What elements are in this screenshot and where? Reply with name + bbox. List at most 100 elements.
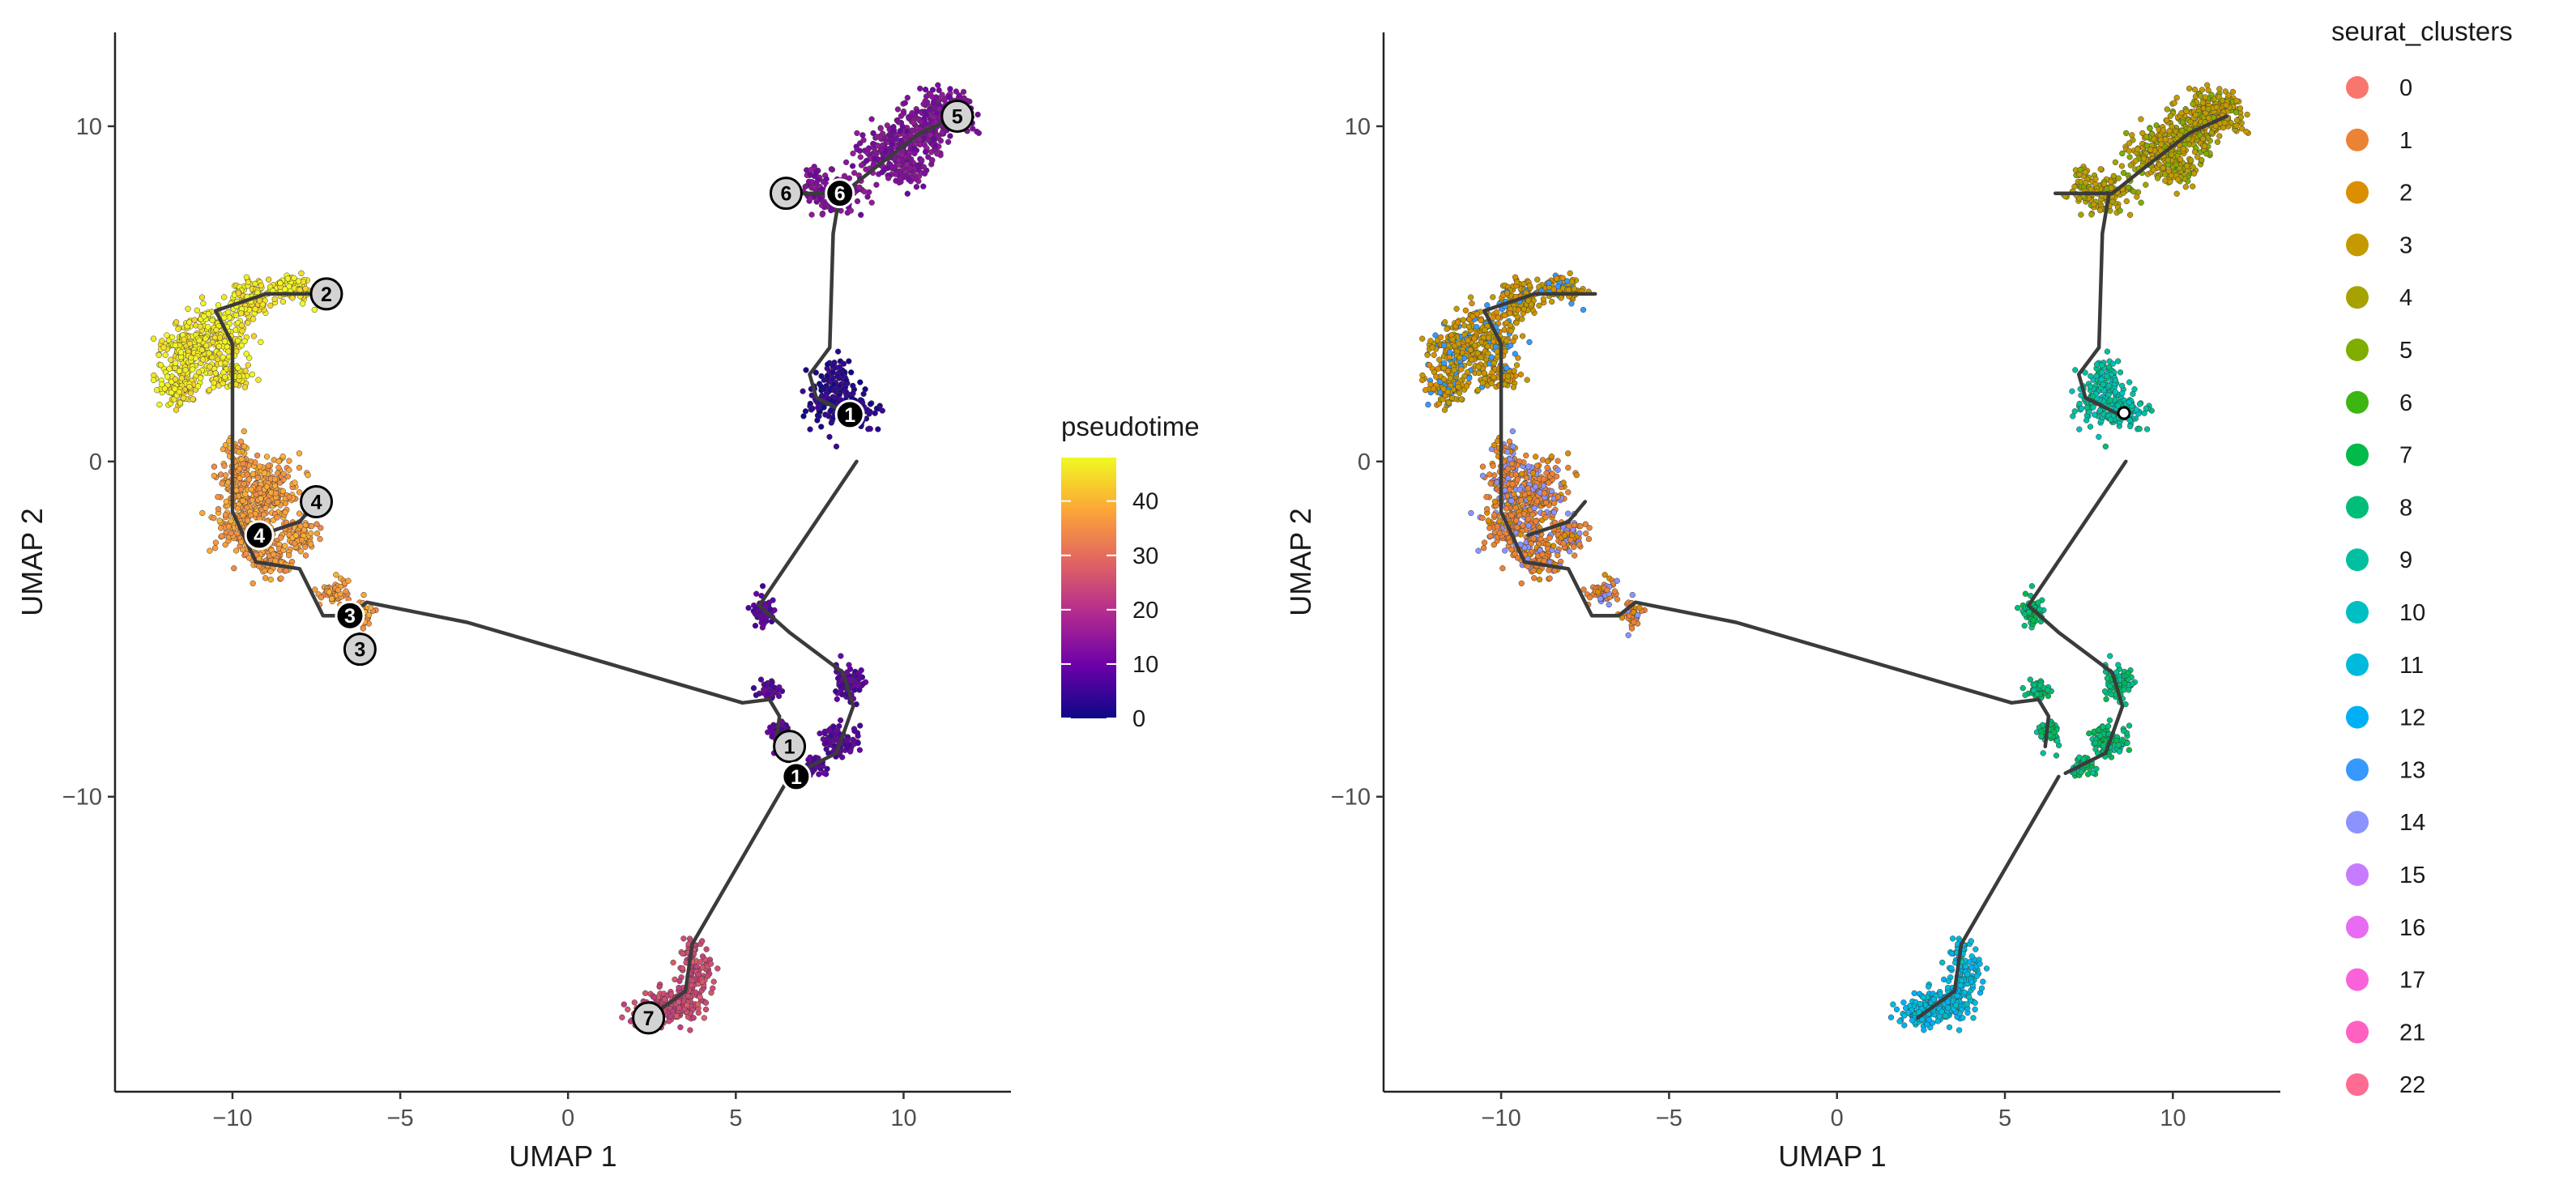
data-point [263,483,271,490]
data-point [272,490,279,496]
data-point [842,389,850,395]
data-point [2191,86,2199,93]
data-point [235,338,241,344]
data-point [930,135,937,143]
data-point [831,381,838,388]
data-point [2134,146,2141,153]
data-point [2096,207,2104,214]
data-point [236,449,242,455]
data-point [685,992,692,999]
data-point [852,680,859,687]
data-point [207,364,213,370]
data-point [203,343,210,349]
data-point [2160,164,2166,172]
data-point [2237,105,2244,112]
data-point [286,466,292,473]
data-point [809,405,816,412]
data-point [642,990,649,997]
data-point [1429,344,1435,351]
data-point [759,583,766,590]
data-point [868,116,875,122]
data-point [2090,393,2096,400]
data-point [953,88,959,95]
data-point [2076,195,2083,202]
data-point [190,396,196,403]
data-point [2130,188,2137,195]
data-point [867,425,873,432]
data-point [847,207,855,214]
data-point [669,1008,676,1015]
data-point [2182,184,2189,190]
data-point [800,388,806,394]
data-point [278,535,284,541]
data-point [836,722,842,730]
data-point [240,497,246,505]
point-cloud [1419,82,2251,1033]
data-point [177,349,185,356]
data-point [2072,367,2079,373]
data-point [2078,405,2085,412]
data-point [257,463,263,470]
data-point [168,334,176,341]
data-point [2183,108,2190,115]
data-point [2164,106,2170,113]
data-point [218,525,224,531]
data-point [830,362,836,368]
data-point [824,373,830,379]
data-point [864,157,870,164]
data-point [267,576,274,583]
data-point [831,742,838,749]
data-point [186,383,193,390]
data-point [1550,286,1557,292]
data-point [241,481,247,488]
data-point [1453,305,1460,312]
data-point [775,687,782,693]
data-point [2221,119,2228,126]
data-point [917,85,923,92]
data-point [241,338,248,344]
data-point [918,118,924,126]
data-point [215,505,222,513]
data-point [1464,368,1471,376]
data-point [1446,349,1453,356]
data-point [2201,143,2208,150]
data-point [1484,343,1491,350]
data-point [284,275,291,282]
data-point [254,475,261,481]
data-point [2199,100,2207,106]
colorbar-tick-label: 40 [1132,489,1158,515]
data-point [309,523,315,530]
colorbar-title: pseudotime [1061,411,1200,441]
data-point [1513,279,1520,285]
data-point [300,300,306,307]
data-point [296,450,303,457]
data-point [1441,360,1448,367]
data-point [815,404,821,411]
data-point [302,522,309,529]
data-point [302,543,309,550]
data-point [1455,383,1461,390]
data-point [894,117,901,124]
data-point [302,552,309,559]
data-point [870,130,876,137]
data-point [2078,211,2084,218]
data-point [2212,122,2219,130]
data-point [223,498,229,505]
data-point [360,625,366,632]
data-point [2150,167,2157,173]
trajectory-node-label: 6 [781,183,792,206]
data-point [2179,127,2186,134]
data-point [837,717,844,724]
data-point [819,211,825,218]
data-point [889,141,895,147]
data-point [2083,180,2089,186]
data-point [2190,170,2198,177]
x-axis-title: UMAP 1 [509,1139,616,1173]
data-point [318,594,325,601]
data-point [194,307,200,313]
data-point [295,278,302,284]
data-point [186,340,194,347]
data-point [1458,366,1465,373]
data-point [807,195,813,202]
data-point [235,364,241,371]
